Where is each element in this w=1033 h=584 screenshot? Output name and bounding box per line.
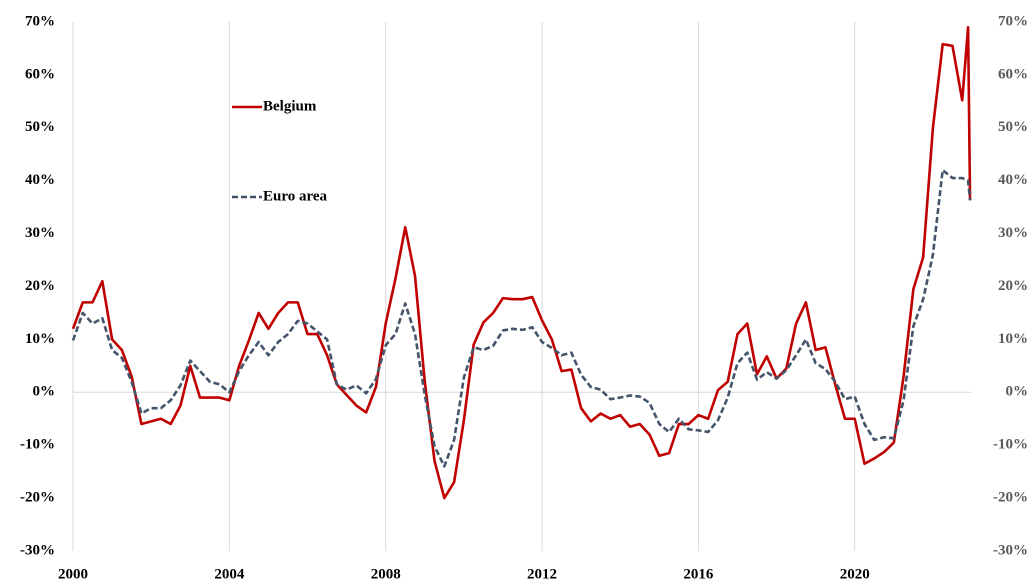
y-tick-label: 20% (25, 278, 55, 294)
y2-tick-label: 60% (998, 66, 1028, 82)
y-tick-label: 10% (25, 331, 55, 347)
y-tick-label: -10% (20, 437, 55, 453)
y2-tick-label: 20% (998, 278, 1028, 294)
y-tick-label: 60% (25, 66, 55, 82)
x-tick-label: 2000 (58, 566, 88, 582)
y2-tick-label: 0% (1006, 384, 1029, 400)
y2-tick-label: 40% (998, 172, 1028, 188)
x-tick-label: 2012 (527, 566, 557, 582)
y2-tick-label: 50% (998, 119, 1028, 135)
y-tick-label: 50% (25, 119, 55, 135)
x-tick-label: 2008 (371, 566, 401, 582)
x-tick-label: 2016 (683, 566, 714, 582)
y2-tick-label: -20% (993, 490, 1028, 506)
x-tick-label: 2020 (840, 566, 870, 582)
y-tick-label: -20% (20, 490, 55, 506)
y2-tick-label: 30% (998, 225, 1028, 241)
y2-tick-label: 10% (998, 331, 1028, 347)
x-tick-label: 2004 (214, 566, 245, 582)
y2-tick-label: -30% (993, 542, 1028, 558)
y-tick-label: 40% (25, 172, 55, 188)
y-tick-label: 30% (25, 225, 55, 241)
legend-label: Belgium (263, 98, 317, 114)
y2-tick-label: -10% (993, 437, 1028, 453)
series-line (71, 25, 972, 500)
y2-tick-label: 70% (998, 13, 1028, 29)
series-line (71, 168, 972, 468)
y-tick-label: 0% (33, 384, 56, 400)
legend-label: Euro area (263, 188, 328, 204)
y-tick-label: 70% (25, 13, 55, 29)
y-tick-label: -30% (20, 542, 55, 558)
